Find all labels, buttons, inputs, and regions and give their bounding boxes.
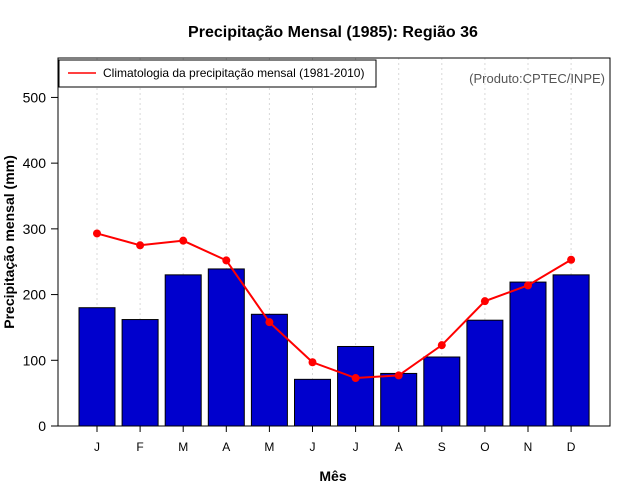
- x-tick-label-0: J: [94, 440, 100, 454]
- climatology-point-10: [524, 281, 532, 290]
- y-tick-label-400: 400: [23, 155, 47, 171]
- climatology-line-layer: [93, 229, 576, 383]
- y-tick-label-200: 200: [23, 287, 47, 303]
- x-tick-label-10: N: [524, 440, 533, 454]
- bar-3: [207, 268, 245, 427]
- y-tick-label-0: 0: [38, 418, 46, 434]
- x-tick-label-3: A: [222, 440, 230, 454]
- climatology-point-9: [480, 297, 489, 306]
- chart-title: Precipitação Mensal (1985): Região 36: [188, 24, 478, 41]
- bar-4: [250, 313, 288, 427]
- y-tick-label-500: 500: [23, 89, 47, 105]
- y-axis-label: Precipitação mensal (mm): [1, 155, 17, 329]
- bars-layer: [78, 268, 590, 427]
- bar-7: [380, 372, 418, 427]
- bar-0: [78, 307, 116, 427]
- x-tick-label-6: J: [353, 440, 359, 454]
- legend-label-climatology: Climatologia da precipitação mensal (198…: [103, 66, 364, 80]
- y-axis: 0 100 200 300 400 500: [23, 89, 58, 434]
- y-tick-label-100: 100: [23, 352, 47, 368]
- x-tick-label-8: S: [438, 440, 446, 454]
- x-tick-label-9: O: [480, 440, 489, 454]
- x-tick-label-7: A: [395, 440, 403, 454]
- climatology-point-5: [308, 358, 317, 367]
- plot-frame: [57, 57, 611, 427]
- climatology-line: [96, 232, 572, 380]
- legend-box: [58, 59, 377, 88]
- climatology-point-4: [265, 318, 274, 327]
- bar-10: [509, 281, 547, 427]
- x-tick-label-2: M: [178, 440, 188, 454]
- climatology-point-7: [394, 371, 403, 380]
- climatology-point-2: [179, 236, 188, 245]
- bar-6: [337, 345, 375, 427]
- climatology-point-11: [567, 255, 576, 264]
- climatology-point-6: [351, 374, 360, 383]
- bar-5: [294, 378, 331, 427]
- x-tick-label-1: F: [136, 440, 143, 454]
- bar-11: [552, 274, 590, 427]
- bar-1: [121, 319, 159, 427]
- x-tick-label-11: D: [567, 440, 576, 454]
- climatology-point-3: [222, 256, 231, 265]
- bar-8: [423, 356, 461, 427]
- source-annotation: (Produto:CPTEC/INPE): [469, 71, 605, 86]
- climatology-point-1: [136, 241, 145, 250]
- bar-9: [466, 319, 504, 427]
- bar-2: [164, 274, 202, 427]
- x-tick-label-5: J: [310, 440, 316, 454]
- legend: Climatologia da precipitação mensal (198…: [58, 59, 377, 88]
- y-tick-label-300: 300: [23, 221, 47, 237]
- climatology-point-0: [93, 229, 101, 238]
- x-axis-label: Mês: [319, 468, 346, 484]
- climatology-point-8: [437, 341, 446, 350]
- x-tick-label-4: M: [264, 440, 274, 454]
